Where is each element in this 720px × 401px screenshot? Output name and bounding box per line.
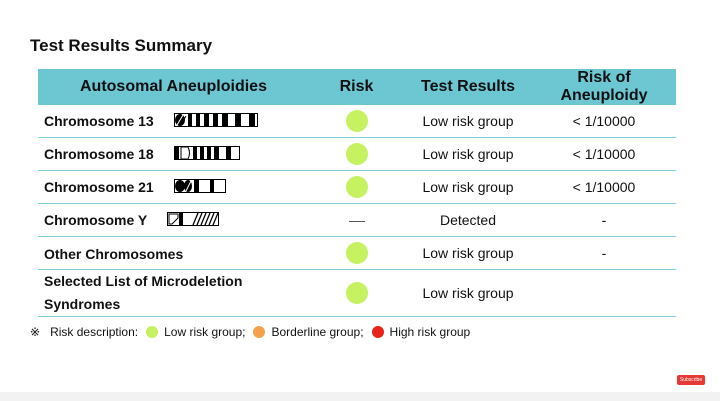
row-name: Chromosome Y [44,212,148,228]
risk-cell [309,137,404,171]
chromosome-13-ideogram [173,112,258,131]
row-name: Chromosome 18 [44,146,154,162]
risk-legend: ※ Risk description: Low risk group; Bord… [30,325,470,339]
legend-high-risk: High risk group [389,325,471,339]
subscribe-badge[interactable]: Subscribe [677,375,705,385]
test-result: Detected [404,203,532,237]
risk-cell [309,105,404,138]
row-name: Other Chromosomes [44,245,184,262]
test-result: Low risk group [404,105,532,138]
low-risk-dot [345,242,368,264]
risk-cell [309,203,404,237]
risk-of-aneuploidy: < 1/10000 [532,170,676,204]
risk-cell [309,269,404,317]
risk-of-aneuploidy: < 1/10000 [532,137,676,171]
risk-of-aneuploidy [532,269,676,317]
row-name-cell: Other Chromosomes [38,236,309,270]
chromosome-y-ideogram [167,211,220,230]
header-autosomal-aneuploidies: Autosomal Aneuploidies [38,69,309,105]
risk-of-aneuploidy: < 1/10000 [532,105,676,138]
row-name-line-1: Selected List of Microdeletion [44,273,243,289]
page-title: Test Results Summary [30,36,213,55]
low-risk-dot [345,110,368,132]
row-name: Chromosome 21 [44,179,154,195]
risk-cell [309,170,404,204]
borderline-legend-dot [253,326,266,338]
chromosome-18-ideogram [173,145,240,164]
low-risk-dot [345,143,368,165]
row-name-line-2: Syndromes [44,296,121,312]
low-risk-dot [345,176,368,198]
table-row: Chromosome 13 [38,105,676,138]
results-table: Autosomal Aneuploidies Risk Test Results… [38,69,676,317]
table-row: Other Chromosomes Low risk group - [38,236,676,270]
header-risk: Risk [309,69,404,105]
reference-mark-icon: ※ [30,325,41,339]
chromosome-21-ideogram [173,178,226,197]
risk-of-aneuploidy: - [532,236,676,270]
table-row: Chromosome Y [38,203,676,237]
risk-of-aneuploidy: - [532,203,676,237]
no-risk-dash [348,220,365,222]
test-result: Low risk group [404,269,532,317]
row-name-cell: Selected List of Microdeletion Syndromes [38,269,309,317]
row-name: Chromosome 13 [44,113,154,129]
test-result: Low risk group [404,137,532,171]
high-risk-legend-dot [371,326,384,338]
row-name-cell: Chromosome 13 [38,105,309,138]
row-name-cell: Chromosome Y [38,203,309,237]
legend-low-risk: Low risk group; [164,325,246,339]
table-row: Chromosome 18 Low risk group < [38,137,676,171]
row-name: Selected List of Microdeletion Syndromes [44,270,242,316]
table-row: Chromosome 21 Low risk group < 1/10000 [38,170,676,204]
row-name-cell: Chromosome 21 [38,170,309,204]
header-test-results: Test Results [404,69,532,105]
test-result: Low risk group [404,170,532,204]
header-risk-of-aneuploidy: Risk of Aneuploidy [532,69,676,105]
row-name-cell: Chromosome 18 [38,137,309,171]
low-risk-legend-dot [146,326,159,338]
legend-borderline: Borderline group; [271,325,364,339]
table-header-row: Autosomal Aneuploidies Risk Test Results… [38,69,676,105]
bottom-strip [0,392,720,401]
table-row: Selected List of Microdeletion Syndromes… [38,269,676,317]
low-risk-dot [345,282,368,304]
legend-label: Risk description: [50,325,139,339]
test-result: Low risk group [404,236,532,270]
risk-cell [309,236,404,270]
